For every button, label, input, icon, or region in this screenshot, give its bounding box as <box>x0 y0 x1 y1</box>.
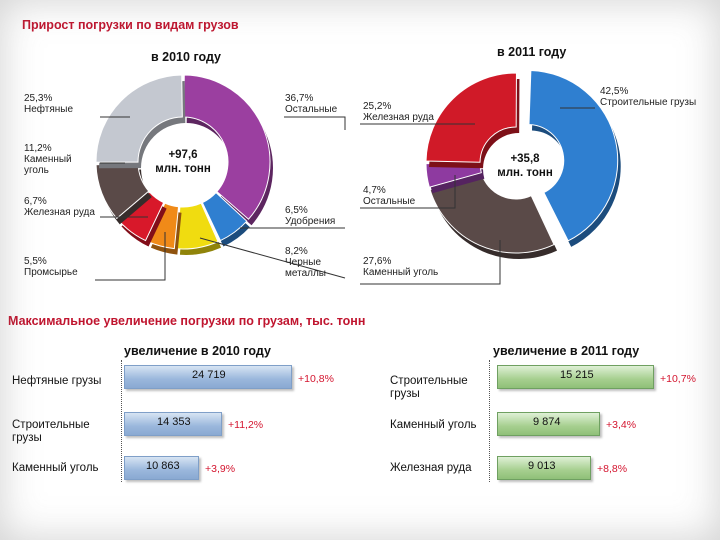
label-2011-other-value: 4,7% <box>363 185 386 196</box>
bar-2010-2-value: 10 863 <box>146 460 180 472</box>
bar-2010-1-value: 14 353 <box>157 416 191 428</box>
label-2011-construction-name: Строительные грузы <box>600 97 697 108</box>
bar-2011-category-1: Каменный уголь <box>390 419 477 431</box>
pie-2010-slice-0 <box>183 74 271 220</box>
main-title: Прирост погрузки по видам грузов <box>22 18 239 32</box>
label-2010-minerals-value: 5,5% <box>24 256 47 267</box>
pie-2011 <box>425 69 621 259</box>
bar-2010-1: 14 353 <box>124 412 222 436</box>
bar-2010-category-0: Нефтяные грузы <box>12 375 102 387</box>
pie-2010-center-label: +97,6 млн. тонн <box>143 148 223 176</box>
pie-2011-center-value: +35,8 <box>510 153 540 165</box>
pie-2011-title: в 2011 году <box>497 45 567 59</box>
bar-2011-0-growth: +10,7% <box>660 373 696 385</box>
label-2011-other-name: Остальные <box>363 196 416 207</box>
bar-2011-title: увеличение в 2011 году <box>493 344 640 358</box>
label-2010-iron: 6,7% Железная руда <box>24 196 95 218</box>
bar-2011-2-value: 9 013 <box>528 460 556 472</box>
bar-2010-category-1: Строительные грузы <box>12 419 90 444</box>
bar-2011-2-growth: +8,8% <box>597 463 628 475</box>
bar-2010-category-2: Каменный уголь <box>12 462 99 474</box>
bar-2011-category-2: Железная руда <box>390 462 472 474</box>
label-2010-iron-value: 6,7% <box>24 196 47 207</box>
bar-2011-1-growth: +3,4% <box>606 419 637 431</box>
leader-lines <box>95 107 595 285</box>
pie-2010-center-unit: млн. тонн <box>155 163 211 175</box>
bar-2010-2: 10 863 <box>124 456 199 480</box>
pie-2011-slice-3 <box>425 72 517 163</box>
bar-2011-0-value: 15 215 <box>560 369 594 381</box>
pie-2011-center-label: +35,8 млн. тонн <box>485 152 565 180</box>
pie-2010 <box>95 74 273 255</box>
label-2010-coal-name: Каменный уголь <box>24 154 72 176</box>
bar-2010-2-growth: +3,9% <box>205 463 236 475</box>
label-2010-ferrous-name: Черные металлы <box>285 257 326 279</box>
pie-2010-title: в 2010 году <box>151 50 221 64</box>
label-2010-minerals: 5,5% Промсырье <box>24 256 78 278</box>
pie-2011-slice-1 <box>429 173 555 254</box>
label-2011-coal-name: Каменный уголь <box>363 267 439 278</box>
bar-2011-2: 9 013 <box>497 456 591 480</box>
bar-2011-axis <box>489 360 490 482</box>
label-2010-fertilizers-name: Удобрения <box>285 216 336 227</box>
pie-2011-slice-0 <box>528 69 619 242</box>
label-2010-fertilizers: 6,5% Удобрения <box>285 205 335 227</box>
label-2011-coal: 27,6% Каменный уголь <box>363 256 438 278</box>
bar-2011-category-0: Строительные грузы <box>390 375 468 400</box>
label-2010-iron-name: Железная руда <box>24 207 95 218</box>
label-2011-iron-name: Железная руда <box>363 112 434 123</box>
label-2011-iron: 25,2% Железная руда <box>363 101 434 123</box>
pie-2010-slice-1 <box>201 191 248 242</box>
label-2010-ferrous-value: 8,2% <box>285 246 308 257</box>
bar-2010-0-value: 24 719 <box>192 369 226 381</box>
bar-2011-1: 9 874 <box>497 412 600 436</box>
label-2011-construction: 42,5% Строительные грузы <box>600 86 696 108</box>
label-2010-ferrous: 8,2% Черные металлы <box>285 246 343 279</box>
label-2011-other: 4,7% Остальные <box>363 185 415 207</box>
bar-section-title: Максимальное увеличение погрузки по груз… <box>8 314 366 328</box>
label-2010-fertilizers-value: 6,5% <box>285 205 308 216</box>
bar-2011-0: 15 215 <box>497 365 654 389</box>
pie-2010-slice-5 <box>95 162 150 220</box>
bar-2010-0: 24 719 <box>124 365 292 389</box>
pie-2010-center-value: +97,6 <box>168 149 198 161</box>
label-2010-coal: 11,2% Каменный уголь <box>24 143 88 176</box>
label-2010-other: 36,7% Остальные <box>285 93 337 115</box>
label-2010-other-value: 36,7% <box>285 93 314 104</box>
label-2011-coal-value: 27,6% <box>363 256 392 267</box>
label-2010-other-name: Остальные <box>285 104 338 115</box>
bar-2010-title: увеличение в 2010 году <box>124 344 271 358</box>
label-2010-oil-value: 25,3% <box>24 93 53 104</box>
label-2010-oil: 25,3% Нефтяные <box>24 93 73 115</box>
bar-2011-1-value: 9 874 <box>533 416 561 428</box>
label-2010-oil-name: Нефтяные <box>24 104 74 115</box>
label-2011-iron-value: 25,2% <box>363 101 392 112</box>
bar-2010-1-growth: +11,2% <box>228 419 264 431</box>
pie-2010-slice-6 <box>95 74 183 163</box>
pie-2011-center-unit: млн. тонн <box>497 167 553 179</box>
label-2011-construction-value: 42,5% <box>600 86 629 97</box>
label-2010-minerals-name: Промсырье <box>24 267 78 278</box>
bar-2010-axis <box>121 360 122 482</box>
bar-2010-0-growth: +10,8% <box>298 373 334 385</box>
label-2010-coal-value: 11,2% <box>24 143 52 154</box>
